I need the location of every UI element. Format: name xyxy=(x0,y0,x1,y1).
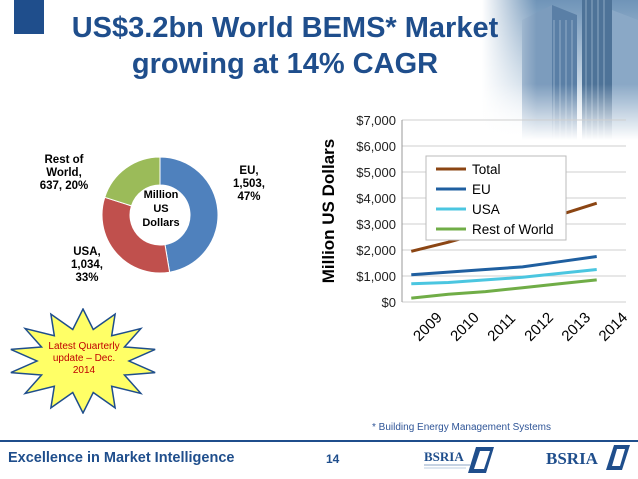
series-line-eu xyxy=(411,255,597,277)
y-tick-label: $0 xyxy=(382,295,396,310)
page-title: US$3.2bn World BEMS* Market growing at 1… xyxy=(50,10,520,82)
donut-slice-rest-of-world xyxy=(104,156,161,207)
center-label-line-2: US xyxy=(153,203,169,215)
line-chart: Million US Dollars $0 $1,000 $2,000 $3,000 $4… xyxy=(319,113,632,345)
legend-label: Rest of World xyxy=(472,222,554,237)
x-tick-label: 2012 xyxy=(521,309,557,345)
y-tick-label: $1,000 xyxy=(356,269,396,284)
y-tick-label: $2,000 xyxy=(356,243,396,258)
x-tick-label: 2014 xyxy=(596,309,632,345)
y-tick-label: $6,000 xyxy=(356,139,396,154)
starburst-text: Latest Quarterly update – Dec. 2014 xyxy=(48,341,120,376)
footer-divider xyxy=(0,440,638,442)
donut-hole xyxy=(130,185,190,245)
y-tick-label: $5,000 xyxy=(356,165,396,180)
donut-slice-usa xyxy=(101,196,171,274)
title-line-1: US$3.2bn World BEMS* Market xyxy=(71,12,499,44)
donut-label-row-line-1: Rest of xyxy=(44,154,84,166)
y-axis-title: Million US Dollars xyxy=(319,139,338,284)
donut-label-usa-line-2: 1,034, xyxy=(71,259,103,271)
legend-label: EU xyxy=(472,182,491,197)
footer-tagline: Excellence in Market Intelligence xyxy=(8,450,235,466)
donut-label-rest-of-world: Rest of World, 637, 20% xyxy=(28,154,100,193)
donut-label-usa-line-3: 33% xyxy=(75,272,99,284)
title-line-2: growing at 14% CAGR xyxy=(131,48,439,80)
page-number: 14 xyxy=(326,452,340,466)
x-tick-label: 2011 xyxy=(484,310,519,345)
donut-label-row-line-3: 637, 20% xyxy=(39,180,89,192)
center-label-line-1: Million xyxy=(143,189,179,201)
y-tick-label: $7,000 xyxy=(356,113,396,128)
starburst-shape xyxy=(10,308,156,414)
bsria-logo: BSRIA xyxy=(546,445,630,470)
y-tick-label: $4,000 xyxy=(356,191,396,206)
donut-label-usa: USA, 1,034, 33% xyxy=(62,246,112,285)
y-tick-label: $3,000 xyxy=(356,217,396,232)
donut-label-row-line-2: World, xyxy=(46,167,82,179)
accent-bar xyxy=(14,0,44,34)
footnote: * Building Energy Management Systems xyxy=(372,422,551,433)
donut-center-label: Million US Dollars xyxy=(131,188,191,230)
donut-label-eu: EU, 1,503, 47% xyxy=(229,165,269,204)
donut-label-eu-line-1: EU, xyxy=(239,165,259,177)
bsria-logo-small: BSRIA xyxy=(424,447,494,473)
starburst-callout xyxy=(10,308,156,414)
x-tick-label: 2009 xyxy=(410,309,446,345)
donut-slice-eu xyxy=(159,156,219,273)
legend-label: USA xyxy=(472,202,500,217)
series-line-usa xyxy=(411,268,597,286)
series-line-rest-of-world xyxy=(411,278,597,300)
donut-label-usa-line-1: USA, xyxy=(73,246,101,258)
donut-chart xyxy=(101,156,219,274)
logo-small-text: BSRIA xyxy=(424,449,464,464)
skyline-photo xyxy=(482,0,638,140)
x-tick-label: 2013 xyxy=(558,309,594,345)
logo-large-text: BSRIA xyxy=(546,449,599,468)
center-label-line-3: Dollars xyxy=(142,217,180,229)
donut-label-eu-line-2: 1,503, xyxy=(233,178,265,190)
donut-label-eu-line-3: 47% xyxy=(237,191,261,203)
legend-label: Total xyxy=(472,162,501,177)
x-tick-label: 2010 xyxy=(447,309,483,345)
